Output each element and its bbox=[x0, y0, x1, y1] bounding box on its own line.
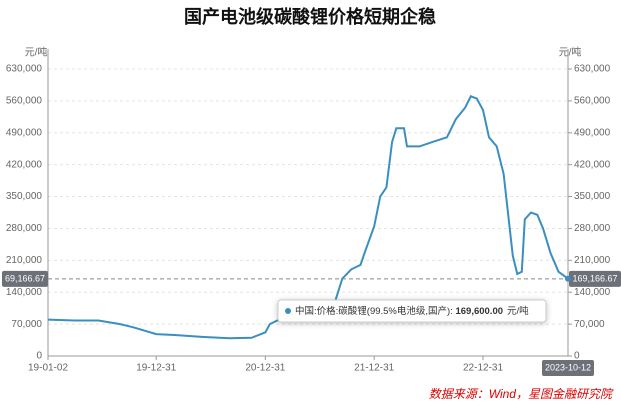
tooltip-value: 169,600.00 bbox=[455, 306, 503, 317]
y-tick-label: 630,000 bbox=[6, 64, 43, 75]
pointer-label-box bbox=[569, 270, 621, 287]
pointer-dot bbox=[565, 275, 571, 282]
tooltip-name: 中国:价格:碳酸锂(99.5%电池级,国产): bbox=[295, 305, 455, 317]
y-axis-label: 元/吨 bbox=[25, 46, 48, 59]
x-tick-label: 19-12-31 bbox=[136, 363, 176, 374]
pointer-label-box bbox=[542, 360, 594, 376]
tooltip-unit: 元/吨 bbox=[507, 305, 529, 317]
pointer-label: 169,166.67 bbox=[572, 273, 617, 283]
pointer-label-box bbox=[2, 270, 48, 287]
y2-tick-label: 140,000 bbox=[574, 287, 611, 298]
y2-tick-label: 420,000 bbox=[574, 159, 611, 170]
source: 数据来源：Wind，星图金融研究院 bbox=[429, 387, 614, 401]
y2-tick-label: 0 bbox=[574, 351, 580, 362]
y-tick-label: 560,000 bbox=[6, 96, 43, 107]
x-tick-label: 22-12-31 bbox=[463, 363, 503, 374]
y2-tick-label: 630,000 bbox=[574, 64, 611, 75]
y-tick-label: 0 bbox=[36, 351, 42, 362]
y-tick-label: 350,000 bbox=[6, 191, 43, 202]
y-tick-label: 420,000 bbox=[6, 159, 43, 170]
y-tick-label: 140,000 bbox=[6, 287, 43, 298]
x-tick-label: 21-12-31 bbox=[354, 363, 394, 374]
y2-tick-label: 490,000 bbox=[574, 127, 611, 138]
tooltip-box bbox=[277, 299, 547, 323]
y-tick-label: 210,000 bbox=[6, 255, 43, 266]
tooltip-marker bbox=[285, 308, 291, 314]
y2-tick-label: 280,000 bbox=[574, 223, 611, 234]
tooltip-text: 中国:价格:碳酸锂(99.5%电池级,国产): 169,600.00 元/吨 bbox=[295, 305, 529, 317]
y2-tick-label: 70,000 bbox=[574, 319, 605, 330]
pointer-label: 69,166.67 bbox=[5, 273, 45, 283]
x-tick-label: 20-12-31 bbox=[245, 363, 285, 374]
y2-tick-label: 210,000 bbox=[574, 255, 611, 266]
x-tick-label: 19-01-02 bbox=[28, 363, 68, 374]
y2-tick-label: 560,000 bbox=[574, 96, 611, 107]
line-series bbox=[47, 95, 569, 340]
y-tick-label: 280,000 bbox=[6, 223, 43, 234]
y2-tick-label: 350,000 bbox=[574, 191, 611, 202]
y-tick-label: 490,000 bbox=[6, 127, 43, 138]
y2-axis-label: 元/吨 bbox=[559, 46, 582, 59]
chart-title: 国产电池级碳酸锂价格短期企稳 bbox=[184, 6, 436, 27]
y-tick-label: 70,000 bbox=[11, 319, 42, 330]
pointer-label: 2023-10-12 bbox=[545, 362, 591, 372]
